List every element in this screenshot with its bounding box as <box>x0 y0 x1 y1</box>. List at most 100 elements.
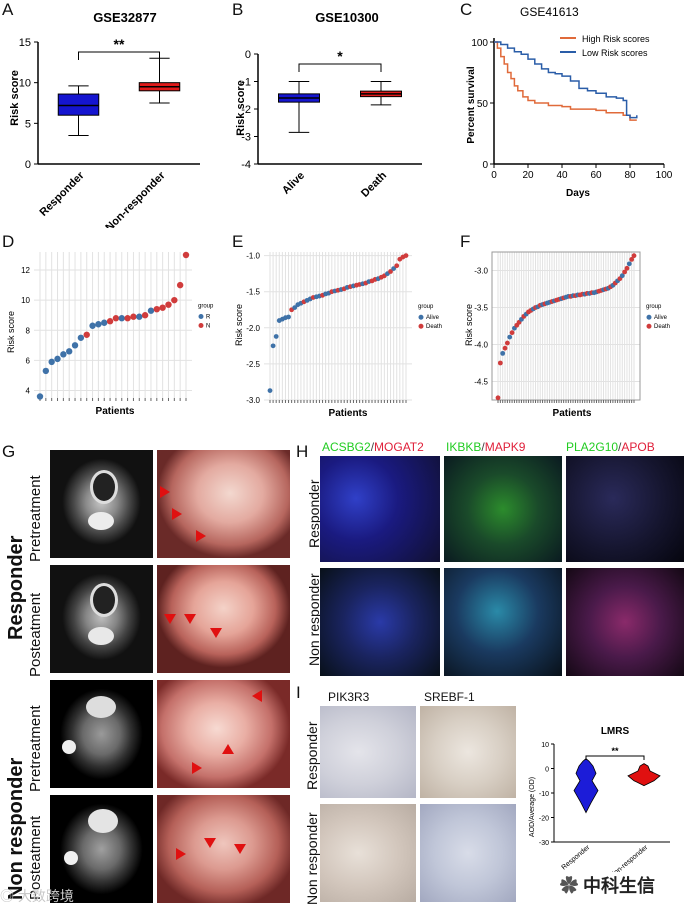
violin <box>573 758 599 814</box>
data-point <box>141 312 149 319</box>
arrow-marker <box>196 530 206 542</box>
data-point <box>171 296 178 304</box>
y-tick-label: 15 <box>19 37 31 49</box>
y-tick-label: 50 <box>477 99 489 110</box>
x-tick-label: 20 <box>522 170 534 181</box>
arrow-marker <box>192 762 202 774</box>
data-point <box>54 355 61 363</box>
h-col3-header: PLA2G10/APOB <box>566 440 655 454</box>
data-point <box>273 334 279 339</box>
camera-icon: ◎ <box>0 888 18 904</box>
arrow-marker <box>204 838 216 848</box>
i-col1-header: PIK3R3 <box>328 690 370 704</box>
legend-label: High Risk scores <box>582 34 650 44</box>
data-point <box>292 305 298 310</box>
data-point <box>504 340 510 346</box>
data-point <box>118 315 125 322</box>
significance-bracket <box>585 755 645 760</box>
legend-title: group <box>646 304 662 310</box>
data-point <box>624 265 630 271</box>
if-image-nonresponder-1 <box>320 568 440 676</box>
y-tick-label: -1.5 <box>246 288 260 297</box>
g-row1-label: Pretreatment <box>27 475 44 562</box>
legend-swatch <box>418 323 424 329</box>
chart-b-title: GSE10300 <box>315 10 379 25</box>
endoscopy-image-nonresponder-pre <box>157 680 290 788</box>
data-point <box>502 345 508 351</box>
legend-title: group <box>198 303 214 309</box>
arrow-marker <box>176 848 186 860</box>
arrow-marker <box>172 508 182 520</box>
y-tick-label: -2.0 <box>246 324 260 333</box>
y-tick-label: 100 <box>471 38 488 49</box>
h-col2-header: IKBKB/MAPK9 <box>446 440 526 454</box>
chart-a: GSE32877 Risk score 0 5 10 15 Responder Non-r… <box>9 10 200 228</box>
if-image-responder-1 <box>320 456 440 562</box>
legend-label: Alive <box>654 315 668 321</box>
x-tick-label: 40 <box>556 170 568 181</box>
chart-a-ylabel: Risk score <box>9 70 21 126</box>
significance-label: * <box>337 48 343 64</box>
panel-label-d: D <box>2 232 15 251</box>
y-tick-label: 10 <box>541 742 549 749</box>
y-tick-label: 10 <box>21 296 30 305</box>
y-tick-label: 12 <box>21 266 30 275</box>
ct-image-nonresponder-post <box>50 795 153 903</box>
category-label: Non-responder <box>103 169 168 228</box>
chart-c-ylabel: Percent survival <box>466 66 477 143</box>
y-tick-label: 8 <box>26 326 31 335</box>
if-image-responder-2 <box>444 456 562 562</box>
x-tick-label: 80 <box>624 170 636 181</box>
ct-image-nonresponder-pre <box>50 680 153 788</box>
significance-bracket <box>298 63 382 72</box>
chart-a-plot: 0 5 10 15 Responder Non-responder ** <box>19 36 200 228</box>
legend-swatch <box>198 322 204 328</box>
panel-label-h: H <box>296 442 309 461</box>
endoscopy-image-responder-post <box>157 565 290 673</box>
data-point <box>286 314 291 320</box>
x-tick-label: 0 <box>491 170 497 181</box>
chart-b: GSE10300 Risk score 0 -1 -2 -3 -4 Alive Death * <box>235 10 422 200</box>
data-point <box>83 331 90 338</box>
y-tick-label: 0 <box>245 49 251 61</box>
y-tick-label: -1 <box>241 77 251 89</box>
panel-label-a: A <box>2 0 14 19</box>
data-point <box>182 251 190 259</box>
y-tick-label: 5 <box>25 118 31 130</box>
data-point <box>60 351 67 358</box>
i-col2-header: SREBF-1 <box>424 690 475 704</box>
y-tick-label: -10 <box>539 791 549 798</box>
y-tick-label: -4.5 <box>474 378 488 387</box>
watermark-left: ◎ 大数跨境 <box>0 888 74 904</box>
arrow-marker <box>160 486 170 498</box>
chart-f: Risk score Patients -3.0 -3.5 -4.0 -4.5 grou… <box>464 251 670 419</box>
chart-b-plot: 0 -1 -2 -3 -4 Alive Death * <box>241 48 422 200</box>
chart-j-title: LMRS <box>601 726 630 737</box>
panel-label-f: F <box>460 232 471 251</box>
data-point <box>495 395 501 401</box>
g-row3-label: Pretreatment <box>27 705 44 792</box>
y-tick-label: -4 <box>241 159 251 171</box>
significance-bracket <box>78 51 160 60</box>
chart-e-ylabel: Risk score <box>234 304 244 346</box>
legend-label: Alive <box>426 315 440 321</box>
chart-d-plot: 4 6 8 10 12 group RN <box>21 251 214 401</box>
legend-title: group <box>418 304 434 310</box>
g-group-responder: Responder <box>5 535 27 640</box>
arrow-marker <box>252 690 262 702</box>
y-tick-label: 6 <box>26 356 31 365</box>
data-point <box>101 319 108 326</box>
x-tick-label: 60 <box>590 170 602 181</box>
y-tick-label: -30 <box>539 840 549 847</box>
category-label: Non-responder <box>609 844 650 872</box>
data-point <box>403 253 409 259</box>
legend-swatch <box>646 323 652 329</box>
data-point <box>509 330 515 336</box>
data-point <box>619 273 625 279</box>
chart-j-plot: 10 0 -10 -20 -30 ** Responder Non-responder <box>539 742 670 872</box>
data-point <box>267 388 273 394</box>
g-group-nonresponder: Non responder <box>5 757 27 900</box>
arrow-marker <box>234 844 246 854</box>
data-point <box>153 305 160 313</box>
data-point <box>176 281 184 289</box>
